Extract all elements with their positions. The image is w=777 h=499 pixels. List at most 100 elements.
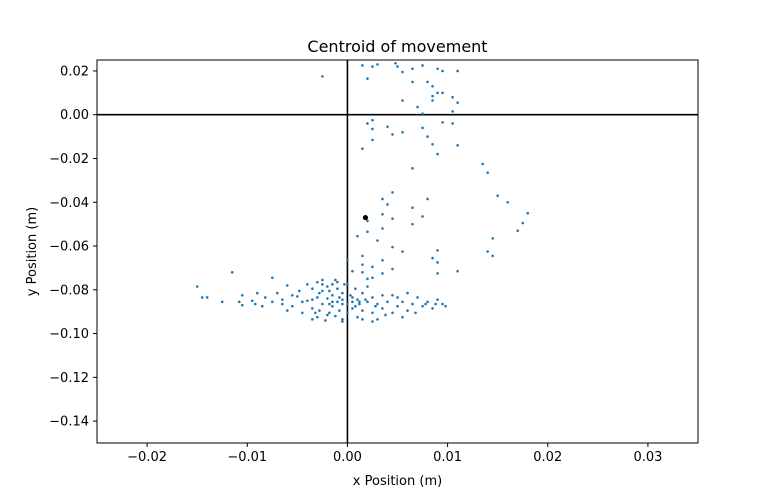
data-point	[441, 91, 444, 95]
data-point	[521, 221, 525, 225]
y-tick-label: −0.06	[49, 240, 89, 255]
data-point	[451, 95, 454, 99]
data-point	[341, 302, 344, 306]
data-point	[431, 256, 434, 260]
data-point	[351, 300, 354, 304]
data-point	[371, 320, 374, 323]
data-point	[381, 227, 384, 230]
x-axis-ticks: −0.02 −0.01 0.00 0.01 0.02 0.03	[127, 443, 662, 465]
data-point	[358, 300, 361, 304]
data-point	[281, 302, 284, 306]
data-point	[436, 152, 439, 156]
data-point	[401, 250, 404, 253]
data-point	[366, 77, 369, 80]
y-tick-label: −0.08	[49, 283, 89, 298]
data-point	[356, 234, 359, 238]
data-point	[311, 307, 314, 310]
data-point	[240, 303, 244, 307]
x-axis-label: x Position (m)	[353, 474, 442, 489]
data-point	[376, 63, 379, 66]
data-point	[371, 127, 374, 131]
data-point	[391, 293, 394, 297]
data-point	[286, 309, 289, 312]
data-point	[318, 309, 321, 312]
data-point	[270, 276, 274, 280]
data-point	[441, 69, 444, 73]
data-point	[371, 311, 374, 315]
data-point	[356, 315, 359, 319]
x-tick-label: −0.01	[227, 450, 267, 465]
data-point	[316, 296, 319, 299]
data-point	[426, 300, 429, 304]
data-point	[391, 191, 394, 194]
data-point	[336, 280, 339, 284]
data-point	[338, 309, 341, 312]
data-point	[411, 167, 414, 170]
data-point	[371, 296, 374, 299]
data-point	[326, 297, 329, 300]
data-point	[366, 122, 369, 125]
data-point	[496, 194, 499, 197]
data-point	[376, 318, 379, 321]
data-point	[396, 296, 399, 299]
data-point	[255, 291, 259, 295]
data-point	[371, 65, 374, 68]
data-point	[240, 293, 244, 297]
data-point	[361, 291, 364, 295]
data-point	[331, 283, 334, 286]
data-point	[414, 311, 417, 315]
data-point	[486, 171, 489, 175]
data-point	[451, 122, 454, 125]
data-point	[316, 315, 319, 319]
data-point	[341, 320, 344, 323]
data-point	[321, 75, 324, 78]
data-point	[436, 249, 439, 252]
data-point	[364, 298, 367, 301]
data-point	[301, 311, 304, 315]
data-point	[436, 67, 439, 71]
data-point	[431, 94, 434, 98]
data-point	[426, 135, 429, 138]
data-point	[336, 300, 339, 304]
data-point	[441, 302, 444, 306]
data-point	[356, 298, 359, 301]
data-point	[361, 147, 364, 150]
data-point	[341, 291, 344, 295]
data-point	[341, 318, 344, 321]
data-point	[426, 80, 429, 84]
y-tick-label: 0.00	[60, 108, 89, 123]
data-point	[286, 284, 289, 287]
data-point	[346, 258, 349, 262]
data-point	[391, 217, 394, 220]
data-point	[334, 278, 337, 282]
data-point	[324, 319, 327, 322]
data-point	[358, 302, 361, 306]
data-point	[361, 254, 364, 258]
data-point	[381, 272, 384, 275]
x-tick-label: 0.02	[533, 450, 562, 465]
data-point	[376, 239, 379, 242]
x-tick-label: 0.03	[633, 450, 662, 465]
data-point	[411, 206, 414, 210]
data-point	[394, 61, 397, 65]
data-point	[334, 314, 337, 318]
data-point	[260, 304, 264, 308]
data-point	[346, 283, 349, 286]
data-point	[366, 277, 369, 281]
data-point	[321, 302, 324, 306]
data-point	[376, 302, 379, 306]
data-point	[298, 289, 301, 293]
data-point	[366, 285, 369, 288]
data-point	[384, 313, 387, 317]
data-point	[424, 302, 427, 306]
data-point	[361, 318, 364, 321]
data-point	[396, 304, 399, 308]
data-point	[331, 304, 334, 308]
data-point	[338, 296, 341, 299]
data-point	[306, 283, 309, 286]
data-point	[291, 304, 294, 308]
data-point	[381, 197, 384, 201]
chart-title: Centroid of movement	[307, 37, 487, 56]
y-tick-label: −0.02	[49, 152, 89, 167]
data-point	[411, 67, 414, 71]
